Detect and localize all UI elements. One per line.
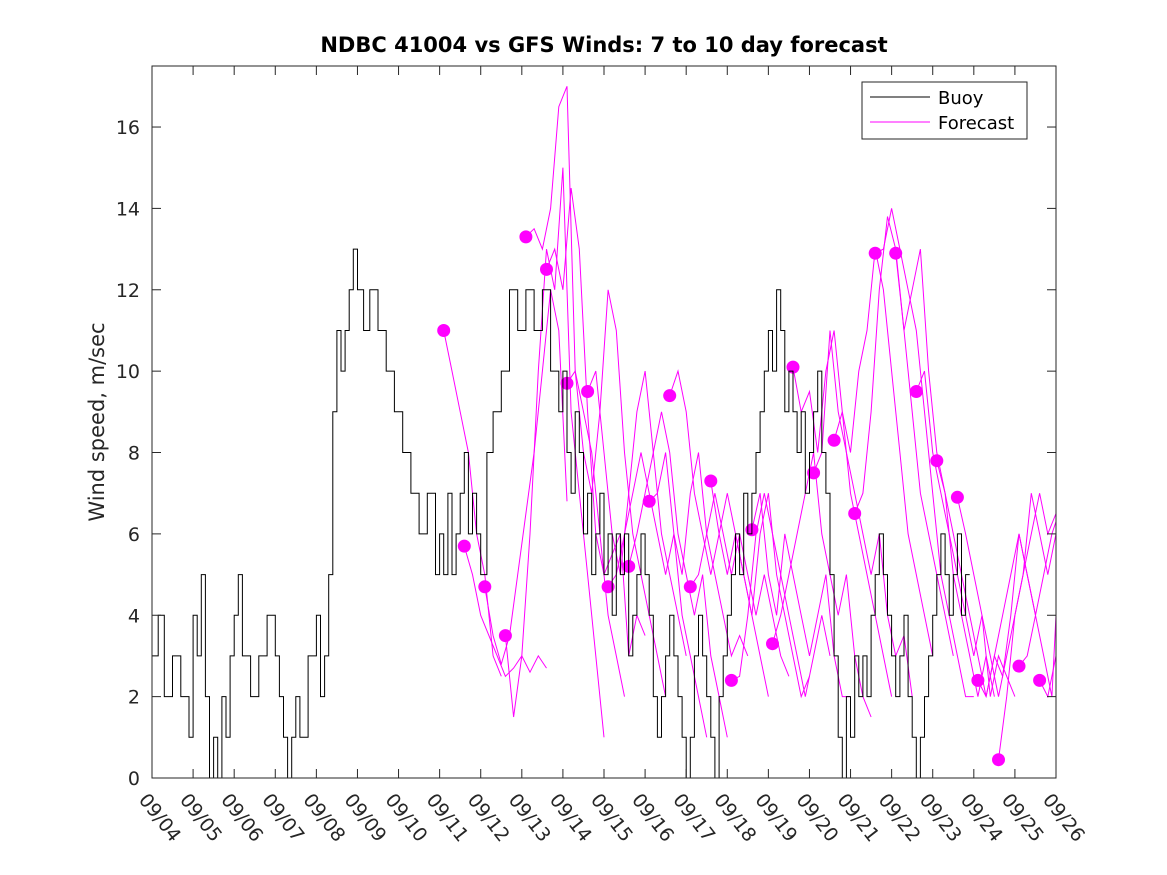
y-tick-label-2: 4 [128, 605, 140, 627]
forecast-start-point-8 [601, 580, 615, 594]
legend-label-buoy: Buoy [938, 88, 984, 109]
series-layer [152, 86, 1056, 778]
series-clipped [152, 86, 1056, 778]
plot-area [152, 66, 1056, 778]
forecast-line-28 [1018, 521, 1056, 667]
chart-title: NDBC 41004 vs GFS Winds: 7 to 10 day for… [320, 33, 887, 57]
forecast-start-point-14 [724, 673, 738, 687]
y-tick-label-5: 10 [116, 361, 140, 383]
forecast-start-point-22 [889, 246, 903, 260]
forecast-line-26 [977, 533, 1056, 699]
legend: Buoy Forecast [861, 81, 1028, 140]
forecast-start-point-20 [848, 507, 862, 520]
legend-label-forecast: Forecast [938, 113, 1014, 134]
forecast-start-point-7 [581, 385, 595, 398]
forecast-line-9 [628, 411, 728, 738]
y-tick-label-4: 8 [128, 443, 140, 465]
forecast-line-1 [463, 545, 547, 678]
forecast-line-13 [710, 480, 810, 699]
y-tick-label-8: 16 [116, 117, 140, 139]
forecast-start-point-18 [807, 466, 821, 480]
forecast-start-point-17 [786, 360, 800, 374]
forecast-line-25 [956, 493, 1056, 697]
buoy-line [152, 248, 970, 778]
forecast-line-19 [833, 249, 934, 656]
y-tick-label-1: 2 [128, 687, 140, 709]
forecast-start-point-0 [437, 324, 451, 337]
y-tick-label-7: 14 [116, 198, 140, 220]
y-tick-label-6: 12 [116, 280, 140, 302]
forecast-line-3 [504, 167, 605, 738]
forecast-start-point-23 [909, 385, 923, 398]
forecast-start-point-29 [1033, 673, 1047, 687]
y-tick-label-0: 0 [128, 768, 140, 790]
legend-box [861, 81, 1028, 140]
forecast-start-point-24 [930, 454, 944, 468]
forecast-start-point-2 [478, 580, 492, 594]
forecast-start-point-21 [868, 246, 882, 260]
forecast-line-10 [648, 452, 749, 658]
y-tick-label-3: 6 [128, 524, 140, 546]
forecast-start-point-27 [992, 753, 1005, 767]
forecast-start-point-1 [457, 539, 471, 553]
forecast-start-point-28 [1012, 659, 1026, 673]
forecast-start-point-10 [642, 494, 656, 508]
forecast-start-point-25 [950, 490, 964, 504]
forecast-line-27 [998, 493, 1056, 760]
forecast-line-21 [874, 208, 974, 698]
forecast-line-2 [484, 289, 568, 666]
forecast-start-point-4 [519, 230, 533, 244]
forecast-line-7 [587, 370, 687, 656]
forecast-start-point-16 [766, 637, 779, 651]
forecast-start-point-13 [704, 474, 718, 488]
y-axis-label: Wind speed, m/sec [85, 322, 109, 521]
forecast-start-point-5 [540, 262, 553, 276]
forecast-start-point-11 [663, 389, 677, 403]
forecast-start-point-12 [683, 580, 697, 594]
forecast-start-point-19 [827, 433, 841, 447]
forecast-start-point-26 [971, 673, 985, 687]
forecast-start-point-3 [498, 629, 512, 643]
